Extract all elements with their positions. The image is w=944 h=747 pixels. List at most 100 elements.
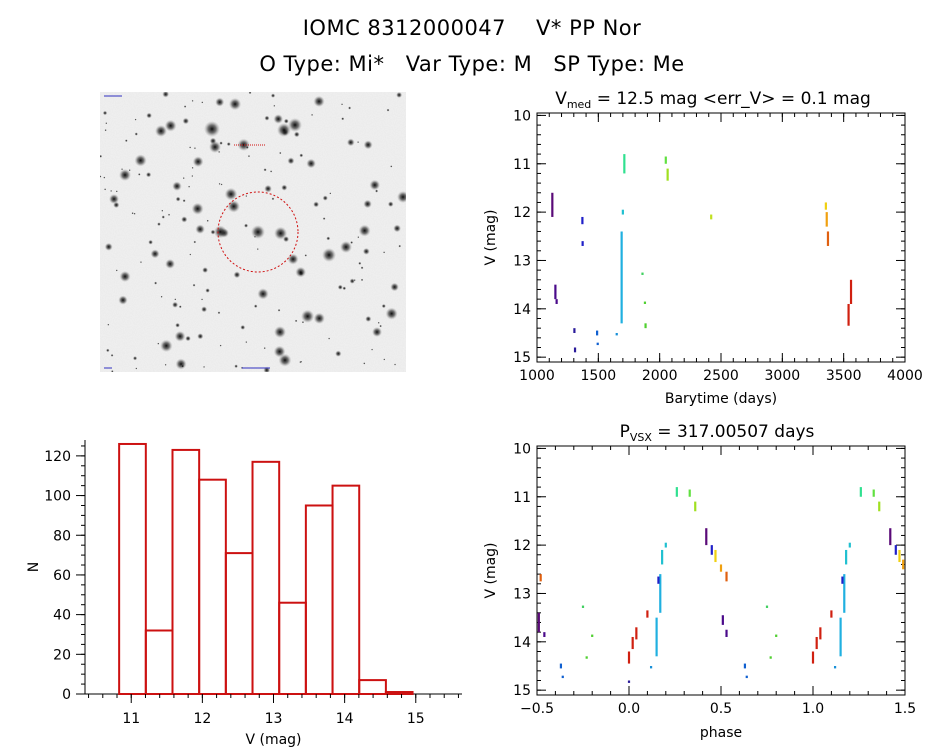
field-star xyxy=(128,169,131,172)
field-star xyxy=(197,333,204,340)
lc2-ytick-label: 13 xyxy=(513,586,531,602)
field-star-bright xyxy=(109,194,119,204)
field-star xyxy=(167,213,171,216)
star-id: IOMC 8312000047 xyxy=(302,16,507,40)
field-star xyxy=(191,202,204,215)
star-field-svg xyxy=(100,92,406,372)
field-star-bright xyxy=(372,327,382,337)
field-star xyxy=(137,173,141,176)
field-star xyxy=(341,103,344,106)
field-star-bright xyxy=(251,225,265,239)
field-star xyxy=(188,185,191,188)
lc2-title-sub: VSX xyxy=(630,431,653,444)
field-star xyxy=(205,288,210,293)
phased-light-curve-plot: −0.5 0.0 0.5 1.0 1.5 10 11 12 13 14 15 PVSX = 317.0… xyxy=(483,422,916,741)
lc2-xtick-label: 1.5 xyxy=(894,701,916,717)
hist-bar xyxy=(358,679,387,695)
field-star xyxy=(182,177,185,180)
lc2-ytick-label: 10 xyxy=(513,441,531,457)
field-star xyxy=(277,308,281,312)
field-star xyxy=(118,295,128,305)
lc1-ytick-label: 13 xyxy=(513,253,531,269)
field-star xyxy=(341,117,345,121)
field-star xyxy=(377,321,380,324)
hist-bar xyxy=(144,629,174,695)
field-star xyxy=(357,141,360,144)
field-star xyxy=(299,153,304,158)
field-star xyxy=(154,281,158,285)
field-star xyxy=(160,339,173,353)
lc2-ytick-label: 12 xyxy=(513,538,531,554)
field-star xyxy=(165,258,176,269)
hist-bar xyxy=(331,484,361,695)
field-star-bright xyxy=(340,241,352,253)
hist-bar xyxy=(171,448,201,695)
field-star xyxy=(193,240,197,244)
field-star xyxy=(350,241,354,244)
lc2-xtick-label: −0.5 xyxy=(520,701,554,717)
field-star xyxy=(287,253,299,265)
field-star xyxy=(294,319,298,323)
field-star xyxy=(145,172,152,178)
field-star xyxy=(362,247,370,255)
field-star xyxy=(394,363,397,366)
field-star xyxy=(104,242,113,251)
field-star xyxy=(383,251,386,254)
hist-ytick-label: 100 xyxy=(44,489,71,505)
field-star-bright xyxy=(119,169,131,181)
o-type-value: Mi* xyxy=(348,52,385,76)
lc1-ylabel: V (mag) xyxy=(483,209,499,265)
field-star xyxy=(279,151,282,155)
field-star xyxy=(273,345,286,358)
field-star xyxy=(393,224,401,233)
field-star xyxy=(201,101,204,104)
field-star xyxy=(385,307,398,320)
lc2-xtick-label: 0.0 xyxy=(618,701,640,717)
lc1-title-rest: = 12.5 mag <err_V> = 0.1 mag xyxy=(591,89,871,109)
field-star xyxy=(256,248,259,251)
star-field-image xyxy=(100,92,406,372)
field-star xyxy=(390,282,399,292)
field-star xyxy=(181,364,185,368)
star-name: V* PP Nor xyxy=(536,16,642,40)
lc2-title-rest: = 317.00507 days xyxy=(652,422,815,442)
field-star xyxy=(383,358,386,361)
hist-bar xyxy=(251,460,281,695)
lc2-ytick-label: 14 xyxy=(513,635,531,651)
field-star xyxy=(349,278,355,284)
field-star xyxy=(220,183,223,186)
lc1-title-main: V xyxy=(555,89,567,109)
field-star xyxy=(182,199,186,203)
field-star xyxy=(132,356,138,361)
field-star xyxy=(115,190,118,193)
field-star xyxy=(293,131,300,138)
lc1-ytick-label: 12 xyxy=(513,205,531,221)
field-star xyxy=(185,335,191,342)
hist-bar xyxy=(198,478,227,695)
field-star xyxy=(371,348,374,351)
hist-xtick-label: 15 xyxy=(407,711,425,727)
lc1-xtick-label: 1500 xyxy=(581,368,617,384)
field-star xyxy=(240,324,246,330)
lc1-xtick-label: 4000 xyxy=(887,368,923,384)
field-star xyxy=(358,261,362,265)
field-star xyxy=(322,195,328,201)
field-star xyxy=(228,97,242,111)
field-star xyxy=(234,364,238,369)
field-star xyxy=(257,288,269,300)
field-star xyxy=(110,189,113,192)
field-star xyxy=(164,119,177,132)
field-star xyxy=(111,370,114,372)
field-star xyxy=(381,303,386,309)
field-star xyxy=(269,170,273,173)
lc1-xtick-label: 3000 xyxy=(765,368,801,384)
field-star xyxy=(105,122,108,125)
field-star xyxy=(183,105,187,108)
lc1-ytick-label: 15 xyxy=(513,350,531,366)
field-star xyxy=(100,154,103,158)
field-star-bright xyxy=(277,123,291,137)
field-star xyxy=(134,132,138,136)
field-star xyxy=(106,348,110,353)
lc1-xlabel: Barytime (days) xyxy=(665,391,777,407)
hist-xtick-label: 12 xyxy=(193,711,211,727)
